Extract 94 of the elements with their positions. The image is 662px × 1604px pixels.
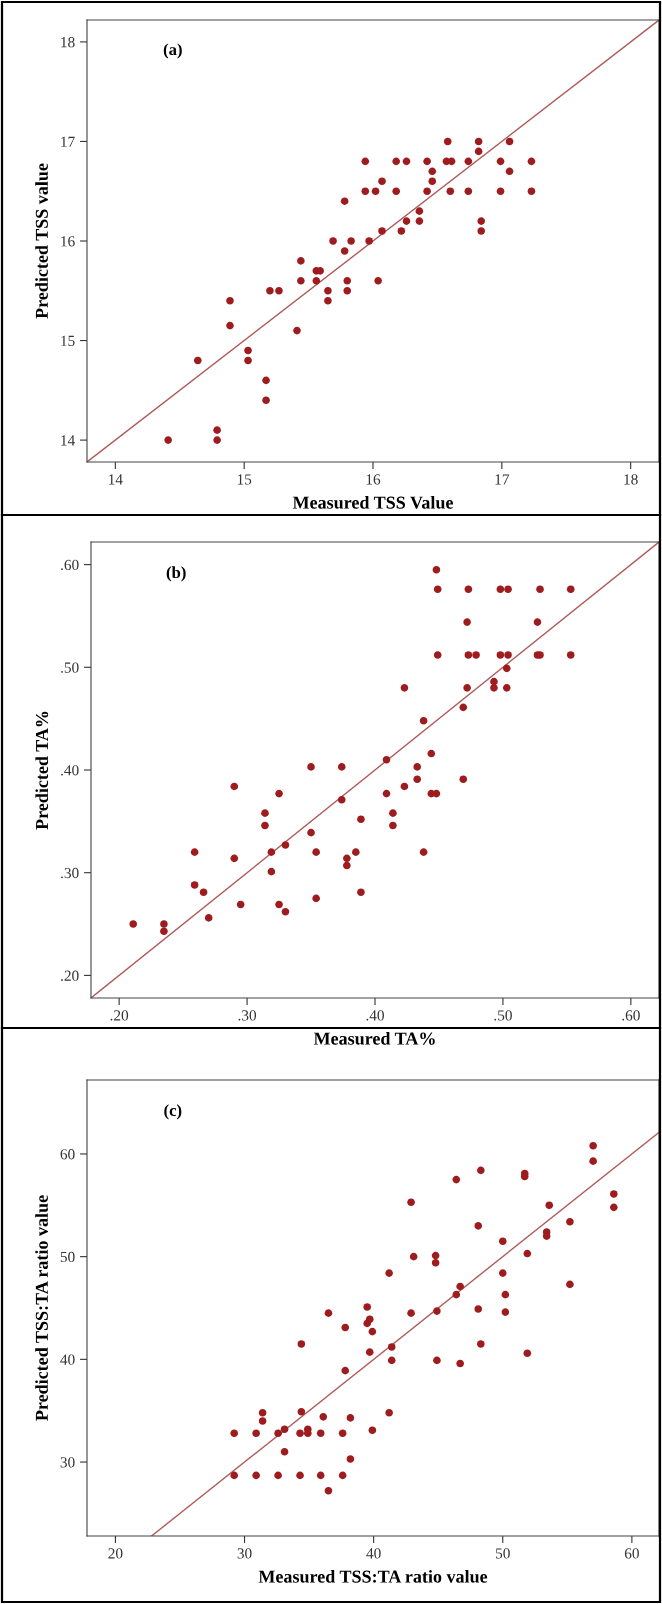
point <box>505 167 514 176</box>
y-tick-label: 18 <box>61 37 75 48</box>
point <box>474 137 483 146</box>
annotation: (c) <box>164 1104 182 1120</box>
point <box>423 187 431 196</box>
point <box>365 237 373 245</box>
point <box>343 277 352 285</box>
y-tick-label: 50 <box>60 1251 75 1263</box>
point <box>361 157 370 166</box>
x-tick-label: 20 <box>108 1548 123 1559</box>
y-tick-label: 60 <box>60 1149 75 1160</box>
point <box>477 227 486 235</box>
point <box>374 277 382 285</box>
x-tick-label: 50 <box>496 1548 510 1559</box>
point <box>297 257 305 265</box>
point <box>527 187 536 196</box>
point <box>193 356 202 365</box>
annotation: (b) <box>166 566 186 582</box>
point <box>378 177 386 186</box>
point <box>505 137 514 146</box>
y-tick-label: .20 <box>61 970 79 981</box>
x-tick-label: .20 <box>110 1010 129 1021</box>
x-tick-label: 14 <box>109 474 123 485</box>
point <box>244 356 252 365</box>
annotation: (a) <box>163 43 182 59</box>
y-tick-label: .30 <box>61 867 79 879</box>
point <box>496 187 505 196</box>
y-axis-title: Predicted TA% <box>35 711 49 830</box>
point <box>415 217 424 225</box>
x-tick-label: 18 <box>624 474 638 485</box>
point <box>474 147 483 156</box>
x-axis-title: Measured TA% <box>313 1031 435 1045</box>
point <box>293 326 301 335</box>
y-tick-label: 16 <box>61 236 75 247</box>
point <box>262 376 270 385</box>
y-tick-label: 30 <box>60 1457 75 1468</box>
point <box>402 217 411 225</box>
y-axis-title: Predicted TSS:TA ratio value <box>35 1195 48 1421</box>
point <box>464 157 473 166</box>
x-tick-label: .50 <box>494 1010 512 1021</box>
point <box>340 197 349 205</box>
point <box>371 187 380 196</box>
x-tick-label: .30 <box>238 1010 257 1021</box>
point <box>312 277 321 285</box>
point <box>213 436 221 444</box>
point <box>378 227 386 235</box>
point <box>213 426 221 434</box>
point <box>226 321 234 330</box>
y-tick-label: 40 <box>60 1354 75 1365</box>
point <box>428 167 437 176</box>
point <box>297 277 305 285</box>
point <box>423 157 431 166</box>
point <box>392 157 400 166</box>
x-tick-label: .40 <box>366 1010 384 1021</box>
y-tick-label: 15 <box>61 335 75 346</box>
x-axis-title: Measured TSS Value <box>292 495 453 509</box>
point <box>446 187 455 196</box>
point <box>361 187 370 196</box>
point <box>464 187 473 196</box>
y-tick-label: .40 <box>61 765 79 776</box>
y-tick-label: .60 <box>61 559 79 571</box>
point <box>392 187 400 196</box>
x-axis-title: Measured TSS:TA ratio value <box>258 1569 488 1583</box>
y-tick-label: 17 <box>61 136 75 147</box>
point <box>415 207 424 215</box>
point <box>397 227 406 235</box>
point <box>324 296 332 305</box>
point <box>343 286 352 295</box>
x-tick-label: .60 <box>622 1010 640 1021</box>
point <box>527 157 536 166</box>
point <box>329 237 337 245</box>
x-tick-label: 40 <box>366 1548 381 1559</box>
y-tick-label: .50 <box>61 662 79 673</box>
point <box>340 247 349 255</box>
x-tick-label: 17 <box>495 474 510 485</box>
point <box>266 286 274 295</box>
point <box>477 217 486 225</box>
point <box>496 157 505 166</box>
point <box>244 346 252 355</box>
point <box>402 157 411 166</box>
point <box>324 286 332 295</box>
point <box>347 237 355 245</box>
point <box>443 137 452 146</box>
point <box>275 286 283 295</box>
x-tick-label: 30 <box>237 1548 252 1559</box>
point <box>226 296 234 305</box>
point <box>428 177 437 186</box>
x-tick-label: 15 <box>237 474 252 485</box>
y-tick-label: 14 <box>61 435 75 446</box>
x-tick-label: 16 <box>366 474 381 485</box>
point <box>164 436 172 444</box>
x-tick-label: 60 <box>624 1548 639 1559</box>
point <box>262 396 270 405</box>
y-axis-title: Predicted TSS value <box>35 163 48 319</box>
